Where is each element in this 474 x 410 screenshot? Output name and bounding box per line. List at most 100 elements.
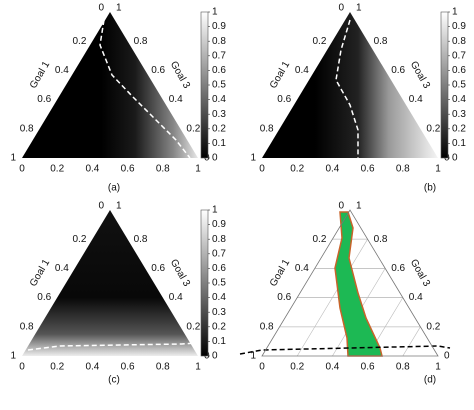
- colorbar-tick-label: 0.4: [212, 94, 226, 105]
- bottom-tick-label: 0: [19, 362, 25, 373]
- colorbar-tick-label: 0: [212, 153, 218, 164]
- axis-label: Goal 1: [28, 59, 52, 90]
- colorbar-tick-label: 0.3: [212, 109, 226, 120]
- colorbar-tick-label: 0.6: [212, 65, 226, 76]
- grid-line: [402, 326, 421, 357]
- left-tick-label: 0.2: [312, 234, 326, 245]
- bottom-tick-label: 1: [195, 362, 201, 373]
- right-tick-label: 0.4: [409, 94, 423, 105]
- boundary-line: [335, 19, 359, 158]
- bottom-tick-label: 1: [435, 362, 441, 373]
- colorbar-tick-label: 0.3: [212, 307, 226, 318]
- colorbar-tick-label: 0.4: [212, 292, 226, 303]
- bottom-tick-label: 0: [259, 164, 265, 175]
- panel-label: (d): [424, 375, 436, 386]
- panel-label: (a): [108, 183, 120, 194]
- colorbar-tick-label: 0.7: [212, 248, 226, 259]
- triangle-outline: [261, 209, 439, 357]
- bottom-tick-label: 0: [19, 164, 25, 175]
- bottom-tick-label: 1: [435, 164, 441, 175]
- colorbar-tick-label: 0: [212, 351, 218, 362]
- colorbar-tick-label: 0.3: [452, 109, 466, 120]
- left-tick-label: 0.4: [55, 263, 69, 274]
- left-tick-label: 0: [98, 3, 104, 14]
- colorbar-tick-label: 0.2: [212, 123, 226, 134]
- right-tick-label: 0.4: [169, 94, 183, 105]
- right-tick-label: 0.2: [426, 123, 440, 134]
- left-tick-label: 0: [338, 3, 344, 14]
- axis-label: Goal 3: [168, 60, 192, 91]
- left-tick-label: 0.8: [260, 321, 274, 332]
- right-tick-label: 0.8: [374, 234, 388, 245]
- colorbar-tick-label: 0.5: [212, 80, 226, 91]
- axis-label: Goal 1: [268, 59, 292, 90]
- colorbar-tick-label: 0.5: [212, 278, 226, 289]
- panel: 00.20.40.60.8100.20.40.60.8100.20.40.60.…: [250, 3, 466, 194]
- left-tick-label: 0.6: [277, 94, 291, 105]
- bottom-tick-label: 0.4: [85, 362, 99, 373]
- left-tick-label: 0.6: [37, 94, 51, 105]
- bottom-tick-label: 0.8: [396, 164, 410, 175]
- colorbar-tick-label: 0.8: [212, 36, 226, 47]
- boundary-line: [239, 345, 451, 355]
- bottom-tick-label: 0.4: [325, 164, 339, 175]
- left-tick-label: 0.6: [37, 292, 51, 303]
- colorbar-tick-label: 0.9: [452, 21, 466, 32]
- ternary-field: [262, 12, 438, 158]
- left-tick-label: 1: [250, 153, 256, 164]
- colorbar-tick-label: 0.9: [212, 21, 226, 32]
- bottom-tick-label: 0.8: [156, 164, 170, 175]
- left-tick-label: 0.2: [312, 36, 326, 47]
- right-tick-label: 0.2: [186, 123, 200, 134]
- left-tick-label: 0.6: [277, 292, 291, 303]
- left-tick-label: 0: [98, 201, 104, 212]
- left-tick-label: 0.2: [72, 234, 86, 245]
- left-tick-label: 0.8: [20, 123, 34, 134]
- colorbar-tick-label: 0.5: [452, 80, 466, 91]
- axis-label: Goal 3: [168, 258, 192, 289]
- axis-label: Goal 1: [28, 257, 52, 288]
- colorbar-tick-label: 0.8: [452, 36, 466, 47]
- bottom-tick-label: 0.6: [121, 164, 135, 175]
- bottom-tick-label: 0.6: [361, 362, 375, 373]
- colorbar-tick-label: 1: [212, 7, 218, 18]
- axis-label: Goal 1: [268, 257, 292, 288]
- right-tick-label: 0.8: [134, 234, 148, 245]
- bottom-tick-label: 1: [195, 164, 201, 175]
- right-tick-label: 0: [444, 351, 450, 362]
- bottom-tick-label: 0.6: [361, 164, 375, 175]
- boundary-line: [27, 342, 197, 351]
- bottom-tick-label: 0.2: [50, 164, 64, 175]
- right-tick-label: 0.6: [391, 263, 405, 274]
- boundary-line: [99, 19, 191, 159]
- panel: 00.20.40.60.8100.20.40.60.8100.20.40.60.…: [10, 3, 226, 194]
- right-tick-label: 0.6: [151, 263, 165, 274]
- left-tick-label: 0.8: [20, 321, 34, 332]
- left-tick-label: 0: [338, 201, 344, 212]
- left-tick-label: 0.4: [295, 65, 309, 76]
- right-tick-label: 0.2: [186, 321, 200, 332]
- colorbar-tick-label: 0.8: [212, 234, 226, 245]
- right-tick-label: 0.8: [374, 36, 388, 47]
- right-tick-label: 0.4: [169, 292, 183, 303]
- right-tick-label: 1: [116, 201, 122, 212]
- colorbar-tick-label: 0.7: [452, 50, 466, 61]
- colorbar-tick-label: 1: [212, 205, 218, 216]
- right-tick-label: 0.4: [409, 292, 423, 303]
- feasible-region: [334, 211, 383, 357]
- bottom-tick-label: 0: [259, 362, 265, 373]
- bottom-tick-label: 0.8: [396, 362, 410, 373]
- colorbar-tick-label: 0.1: [452, 138, 466, 149]
- right-tick-label: 0.8: [134, 36, 148, 47]
- colorbar-tick-label: 0.2: [452, 123, 466, 134]
- bottom-tick-label: 0.4: [85, 164, 99, 175]
- left-tick-label: 0.2: [72, 36, 86, 47]
- left-tick-label: 0.4: [55, 65, 69, 76]
- bottom-tick-label: 0.2: [290, 164, 304, 175]
- ternary-field: [22, 12, 198, 158]
- colorbar-tick-label: 1: [452, 7, 458, 18]
- left-tick-label: 1: [250, 351, 256, 362]
- colorbar-tick-label: 0: [452, 153, 458, 164]
